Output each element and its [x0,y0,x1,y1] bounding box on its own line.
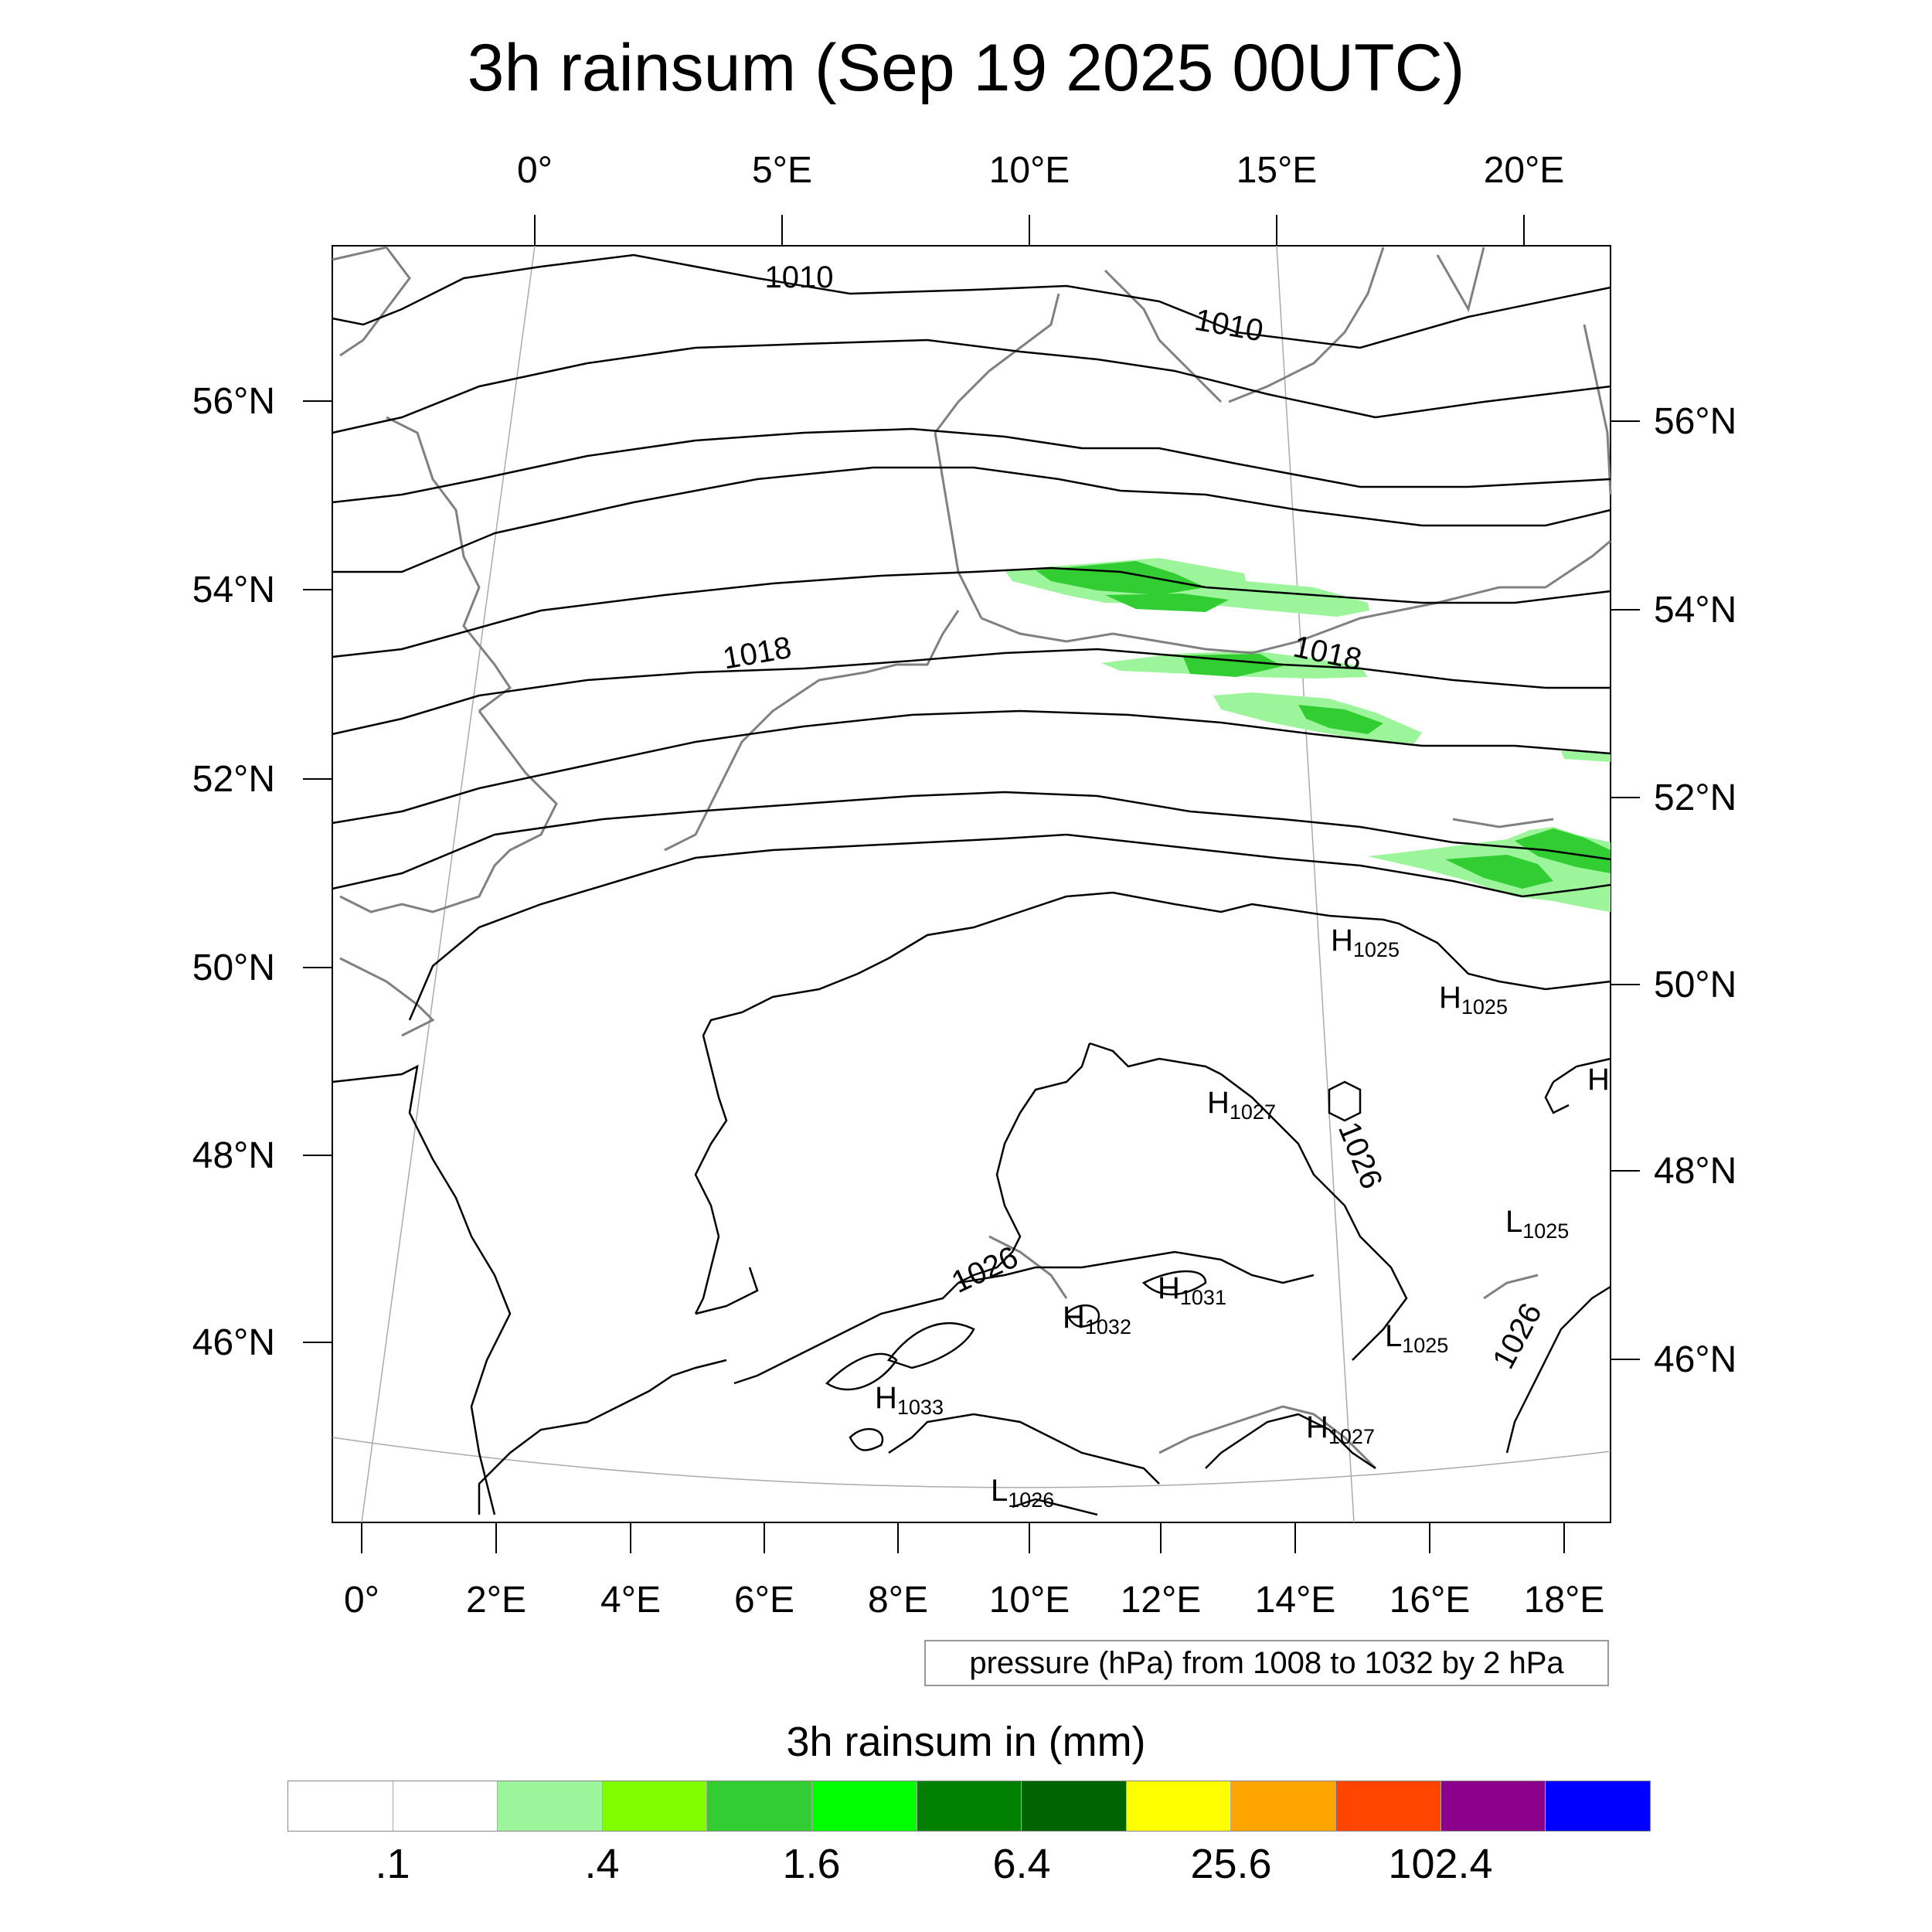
bottom-lon-labels: 0° 2°E 4°E 6°E 8°E 10°E 12°E 14°E 16°E 1… [344,1580,1604,1621]
rain-core-baltic-south [1182,654,1283,677]
left-lat-axis [303,400,332,1343]
lon-tick-label: 6°E [734,1580,794,1621]
low-pressure-center: L1025 [1385,1319,1448,1357]
lat-tick-label: 54°N [1654,590,1736,631]
colorbar-label: 6.4 [992,1841,1051,1887]
colorbar-box-5 [812,1781,917,1831]
high-pressure-center: H1025 [1331,923,1400,961]
colorbar-box-6 [917,1781,1022,1831]
legend-title: 3h rainsum in (mm) [786,1719,1146,1765]
bottom-lon-axis [361,1522,1565,1553]
colorbar-label: 1.6 [782,1841,841,1887]
colorbar-label: .1 [375,1841,410,1887]
colorbar-box-11 [1440,1781,1546,1831]
lon-tick-label: 16°E [1389,1580,1471,1621]
lat-tick-label: 48°N [192,1135,275,1176]
map-title: 3h rainsum (Sep 19 2025 00UTC) [467,31,1465,105]
high-pressure-center: H1033 [875,1381,944,1419]
colorbar-box-3 [602,1781,708,1831]
low-pressure-center: L1026 [991,1474,1054,1512]
edge-high-center: H [1587,1063,1610,1097]
lon-tick-label: 0° [517,150,553,191]
colorbar-box-0 [288,1781,393,1831]
rain-areas [1005,558,1611,912]
lon-tick-label: 0° [344,1580,379,1621]
rain-patch-east-edge [1561,751,1611,762]
lat-tick-label: 56°N [192,381,275,422]
lon-tick-label: 10°E [989,150,1070,191]
rain-colorbar [287,1781,1651,1832]
lon-tick-label: 2°E [466,1580,526,1621]
graticule [332,245,1611,1523]
colorbar-label: 102.4 [1388,1841,1493,1887]
lon-tick-label: 4°E [600,1580,661,1621]
rain-core-baltic-north-2 [1105,594,1229,612]
lat-tick-label: 56°N [1654,401,1736,442]
colorbar-label: .4 [584,1841,620,1887]
lon-tick-label: 12°E [1121,1580,1202,1621]
lon-tick-label: 14°E [1255,1580,1336,1621]
left-lat-labels: 56°N 54°N 52°N 50°N 48°N 46°N [192,381,275,1363]
colorbar-box-8 [1126,1781,1232,1831]
colorbar-box-4 [707,1781,813,1831]
coastlines [332,246,1612,1470]
rain-core-czech [1445,855,1553,889]
colorbar-box-1 [393,1781,498,1831]
high-pressure-center: H1027 [1207,1086,1276,1124]
lon-tick-label: 18°E [1524,1580,1605,1621]
right-lat-axis [1611,420,1640,1360]
colorbar-box-12 [1546,1781,1650,1831]
right-lat-labels: 56°N 54°N 52°N 50°N 48°N 46°N [1654,401,1736,1380]
top-lon-labels: 0° 5°E 10°E 15°E 20°E [517,150,1564,191]
lon-tick-label: 20°E [1484,150,1565,191]
isobar-label: 1010 [765,260,834,294]
top-lon-axis [534,215,1525,246]
contour-info-box: pressure (hPa) from 1008 to 1032 by 2 hP… [924,1640,1609,1686]
lat-tick-label: 48°N [1654,1151,1736,1192]
lat-tick-label: 50°N [1654,964,1736,1005]
lat-tick-label: 52°N [192,759,275,800]
lon-tick-label: 8°E [868,1580,928,1621]
colorbar-box-7 [1022,1781,1127,1831]
lon-tick-label: 15°E [1236,150,1318,191]
colorbar-label: 25.6 [1190,1841,1272,1887]
lat-tick-label: 50°N [192,947,275,988]
rain-core-czech-2 [1515,828,1611,873]
lat-tick-label: 46°N [192,1322,275,1363]
high-pressure-center: H1032 [1063,1301,1131,1338]
map-frame [332,245,1611,1523]
isobars [332,253,1611,1516]
colorbar-box-2 [498,1781,603,1831]
lon-tick-label: 5°E [752,150,812,191]
colorbar-box-10 [1336,1781,1441,1831]
colorbar-labels: .1 .4 1.6 6.4 25.6 102.4 [0,1839,1932,1893]
lat-tick-label: 52°N [1654,777,1736,818]
lat-tick-label: 46°N [1654,1339,1736,1380]
lat-tick-label: 54°N [192,570,275,611]
high-pressure-center: H1025 [1439,981,1508,1019]
low-pressure-center: L1025 [1505,1205,1569,1243]
colorbar-box-9 [1231,1781,1337,1831]
high-pressure-center: H1031 [1158,1271,1226,1309]
lon-tick-label: 10°E [989,1580,1070,1621]
pressure-centers: H1025 H1025 H1027 L1025 H1031 H1032 L102… [875,923,1610,1512]
high-pressure-center: H1027 [1306,1410,1375,1448]
rain-core-poland [1298,705,1383,734]
